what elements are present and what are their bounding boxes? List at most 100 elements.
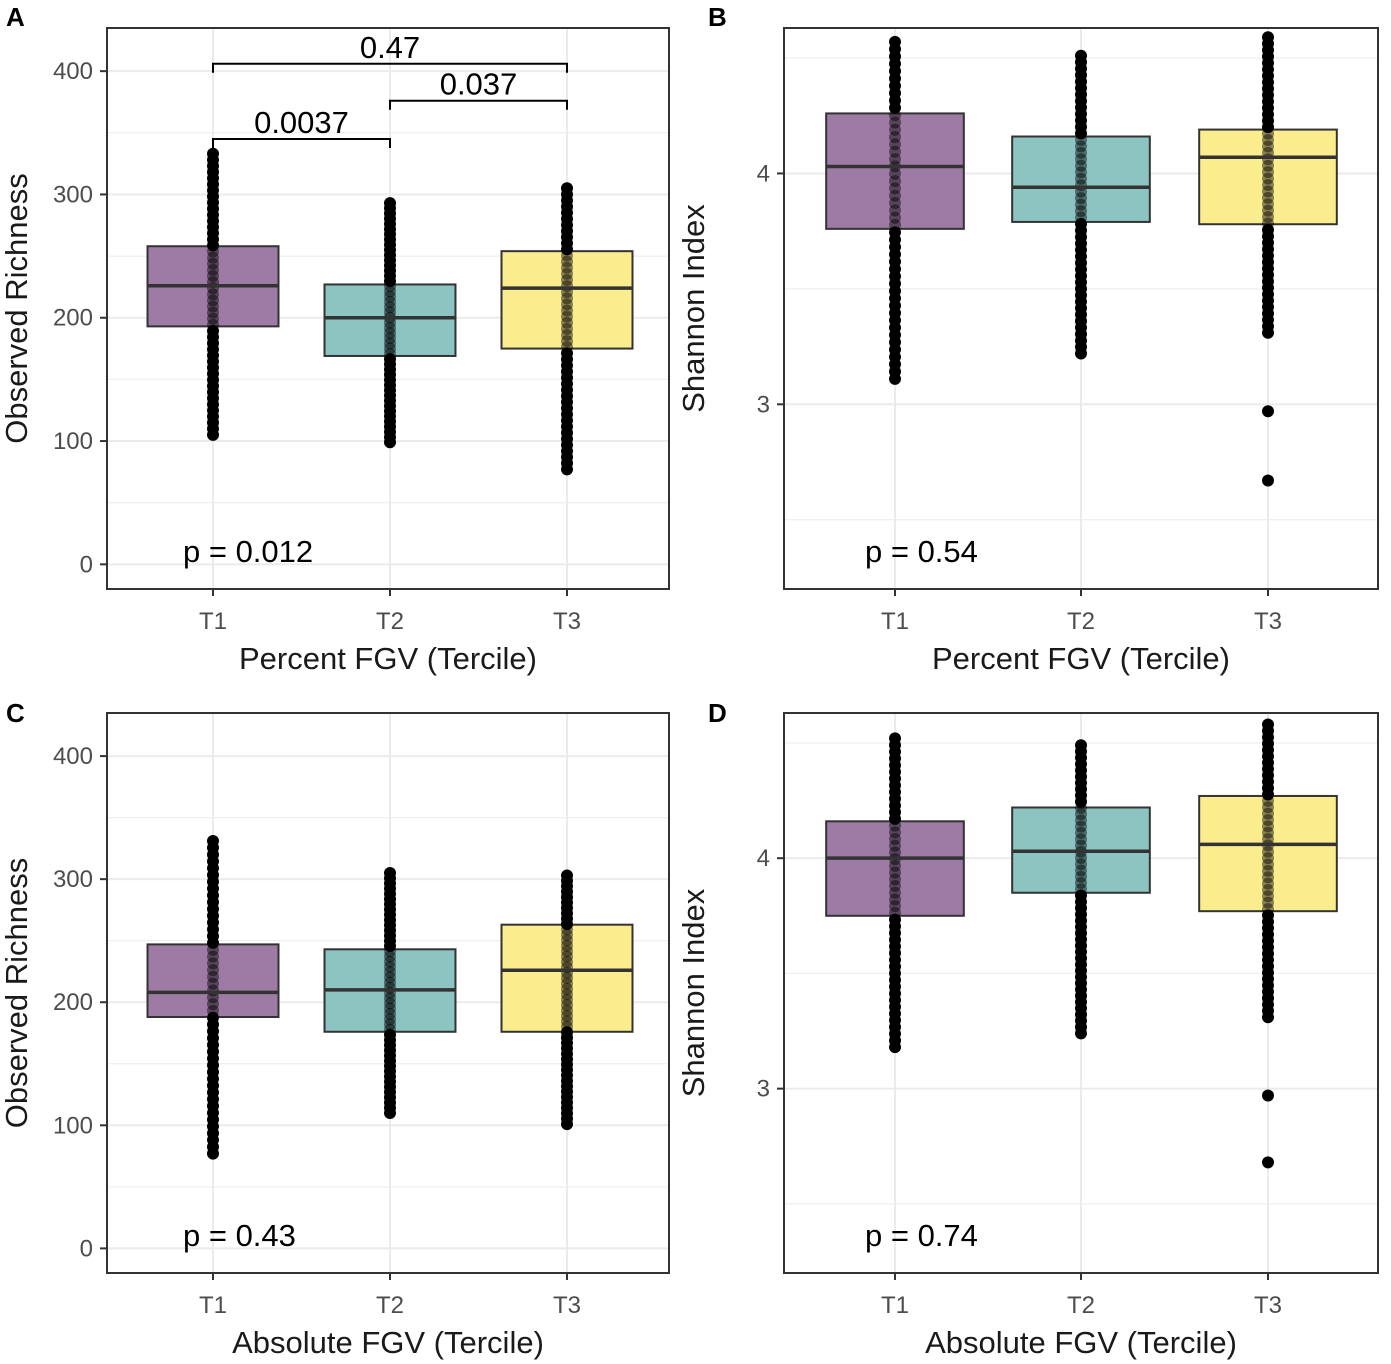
- data-point: [1075, 739, 1087, 752]
- data-point: [561, 310, 573, 323]
- data-point: [889, 859, 901, 872]
- data-point: [561, 972, 573, 985]
- data-point: [561, 261, 573, 274]
- data-point: [384, 353, 396, 366]
- data-point: [1262, 140, 1274, 153]
- data-point: [207, 950, 219, 963]
- y-tick-label: 400: [53, 58, 93, 85]
- data-point: [889, 732, 901, 745]
- bracket-label: 0.47: [360, 30, 420, 65]
- box-body: [825, 820, 965, 917]
- data-point: [1075, 153, 1087, 166]
- box-t1: [146, 835, 280, 1160]
- data-point: [561, 328, 573, 341]
- box-t3: [1198, 718, 1338, 1169]
- panel-a: A 0 100 200 300 400 T1 T2 T3 Percent FGV (Tercile…: [0, 2, 670, 676]
- x-tick-label: T3: [1254, 1292, 1282, 1319]
- data-point: [561, 955, 573, 968]
- data-point: [1262, 204, 1274, 217]
- data-point: [1262, 871, 1274, 884]
- data-point: [384, 332, 396, 345]
- data-points: [384, 867, 396, 1119]
- data-point: [1075, 858, 1087, 871]
- data-point: [561, 1004, 573, 1017]
- outlier-point: [1262, 1089, 1274, 1102]
- data-point: [1262, 191, 1274, 204]
- data-point: [1262, 813, 1274, 826]
- data-points: [207, 147, 219, 441]
- data-point: [1075, 218, 1087, 231]
- x-tick-label: T2: [1067, 1292, 1095, 1319]
- data-points: [207, 835, 219, 1160]
- data-point: [207, 957, 219, 970]
- box-t1: [146, 147, 280, 441]
- data-point: [384, 337, 396, 350]
- box-body: [323, 283, 457, 357]
- y-tick-label: 400: [53, 743, 93, 770]
- data-point: [1262, 801, 1274, 814]
- x-tick-label: T1: [199, 1292, 227, 1319]
- data-point: [1075, 883, 1087, 896]
- data-point: [1075, 205, 1087, 218]
- data-point: [207, 306, 219, 319]
- data-point: [384, 1007, 396, 1020]
- x-tick-label: T3: [1254, 608, 1282, 635]
- data-point: [384, 342, 396, 355]
- data-point: [384, 301, 396, 314]
- data-point: [1262, 826, 1274, 839]
- data-point: [207, 964, 219, 977]
- data-point: [561, 1026, 573, 1039]
- data-point: [1262, 166, 1274, 179]
- y-tick-label: 100: [53, 428, 93, 455]
- data-point: [207, 318, 219, 331]
- data-point: [889, 167, 901, 180]
- box-body: [500, 250, 634, 350]
- x-tick-label: T2: [376, 608, 404, 635]
- box-t2: [323, 867, 457, 1119]
- data-point: [207, 977, 219, 990]
- data-point: [561, 982, 573, 995]
- data-point: [207, 300, 219, 313]
- data-point: [1262, 883, 1274, 896]
- data-point: [561, 347, 573, 360]
- box-t2: [1011, 49, 1151, 360]
- outlier-point: [1262, 474, 1274, 487]
- data-point: [561, 945, 573, 958]
- data-point: [889, 182, 901, 195]
- data-point: [1075, 864, 1087, 877]
- data-point: [1075, 820, 1087, 833]
- data-point: [889, 189, 901, 202]
- significance-bracket: 0.037: [389, 67, 568, 110]
- data-point: [384, 290, 396, 303]
- data-point: [207, 294, 219, 307]
- data-point: [1075, 140, 1087, 153]
- y-tick-label: 200: [53, 989, 93, 1016]
- data-point: [1075, 49, 1087, 62]
- data-point: [1075, 833, 1087, 846]
- data-point: [207, 147, 219, 160]
- y-tick-label: 300: [53, 866, 93, 893]
- data-point: [1262, 134, 1274, 147]
- data-point: [889, 226, 901, 239]
- data-point: [1075, 889, 1087, 902]
- panel-d: D 3 4 T1 T2 T3 Absolute FGV (Tercile) Shannon I…: [676, 698, 1379, 1360]
- x-axis-title: Percent FGV (Tercile): [239, 641, 537, 676]
- x-tick-label: T3: [553, 1292, 581, 1319]
- data-point: [384, 197, 396, 210]
- panel-letter: D: [708, 698, 727, 728]
- data-point: [207, 269, 219, 282]
- data-point: [561, 977, 573, 990]
- panel-letter: C: [6, 698, 25, 728]
- data-point: [1075, 166, 1087, 179]
- data-point: [384, 321, 396, 334]
- data-point: [207, 991, 219, 1004]
- y-tick-label: 0: [80, 551, 93, 578]
- data-point: [1075, 192, 1087, 205]
- p-value-label: p = 0.012: [183, 534, 313, 569]
- data-point: [561, 304, 573, 317]
- data-point: [207, 251, 219, 264]
- data-point: [207, 324, 219, 337]
- data-point: [561, 1009, 573, 1022]
- data-point: [1262, 198, 1274, 211]
